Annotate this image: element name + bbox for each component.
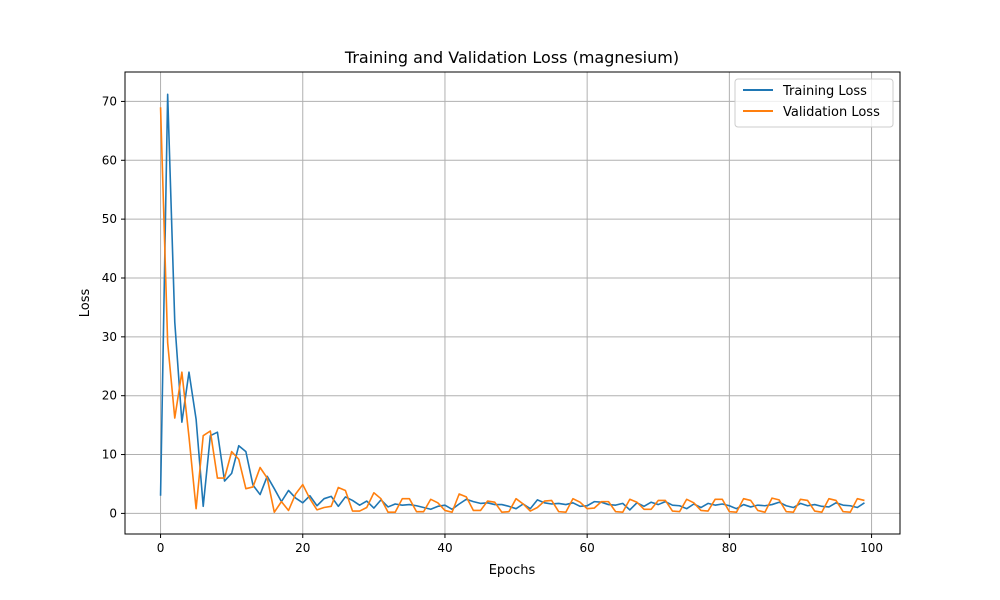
y-tick-label: 20 — [102, 389, 117, 403]
legend-box — [734, 78, 894, 128]
y-tick-label: 30 — [102, 330, 117, 344]
legend: Training Loss Validation Loss — [734, 78, 894, 128]
x-tick-label: 20 — [295, 541, 310, 555]
plot-frame — [124, 71, 901, 535]
y-tick-label: 70 — [102, 94, 117, 108]
axis-ticks: 0 20 40 60 80 100 0 10 20 30 40 50 60 70 — [102, 94, 883, 555]
x-tick-label: 0 — [157, 541, 165, 555]
grid — [125, 72, 900, 534]
y-tick-label: 50 — [102, 212, 117, 226]
x-tick-label: 40 — [437, 541, 452, 555]
x-tick-label: 60 — [580, 541, 595, 555]
y-tick-label: 10 — [102, 448, 117, 462]
legend-label-validation: Validation Loss — [783, 105, 880, 120]
y-axis-label: Loss — [78, 289, 93, 318]
chart-title: Training and Validation Loss (magnesium) — [344, 48, 679, 67]
legend-label-training: Training Loss — [782, 84, 867, 99]
series-lines — [159, 93, 865, 514]
y-tick-label: 0 — [109, 506, 117, 520]
y-tick-label: 60 — [102, 153, 117, 167]
x-tick-label: 100 — [860, 541, 883, 555]
y-tick-label: 40 — [102, 271, 117, 285]
x-tick-label: 80 — [722, 541, 737, 555]
x-axis-label: Epochs — [489, 563, 536, 578]
training-loss-line — [159, 93, 865, 511]
validation-loss-line — [159, 107, 865, 514]
